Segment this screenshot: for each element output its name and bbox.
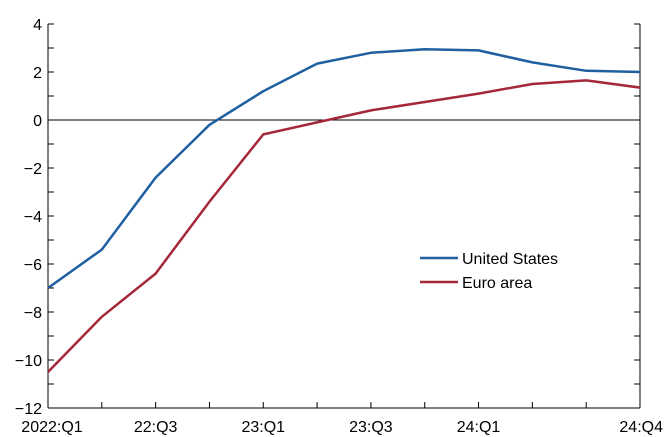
- y-tick-label: −4: [24, 209, 42, 226]
- series-lines: [47, 47, 641, 373]
- y-tick-labels: −12 −10 −8 −6 −4 −2 0 2 4: [15, 17, 42, 418]
- x-tick-label: 2022:Q1: [21, 419, 82, 436]
- x-tick-label: 23:Q1: [241, 419, 285, 436]
- y-tick-label: −10: [15, 353, 42, 370]
- series-line-united-states: [47, 47, 641, 290]
- y-tick-label: −2: [24, 161, 42, 178]
- y-tick-label: 2: [33, 65, 42, 82]
- x-tick-label: 24:Q1: [457, 419, 501, 436]
- y-tick-label: −8: [24, 305, 42, 322]
- x-tick-label: 23:Q3: [349, 419, 393, 436]
- x-tick-label: 24:Q4: [619, 419, 663, 436]
- y-tick-label: −6: [24, 257, 42, 274]
- series-line-euro-area: [47, 79, 641, 373]
- legend-label: Euro area: [462, 275, 532, 292]
- tick-marks: [47, 23, 641, 409]
- x-tick-label: 22:Q3: [134, 419, 178, 436]
- legend-label: United States: [462, 251, 558, 268]
- x-tick-labels: 2022:Q1 22:Q3 23:Q1 23:Q3 24:Q1 24:Q4: [21, 419, 663, 436]
- y-tick-label: −12: [15, 401, 42, 418]
- y-tick-label: 4: [33, 17, 42, 34]
- legend: United States Euro area: [420, 251, 558, 292]
- y-tick-label: 0: [33, 113, 42, 130]
